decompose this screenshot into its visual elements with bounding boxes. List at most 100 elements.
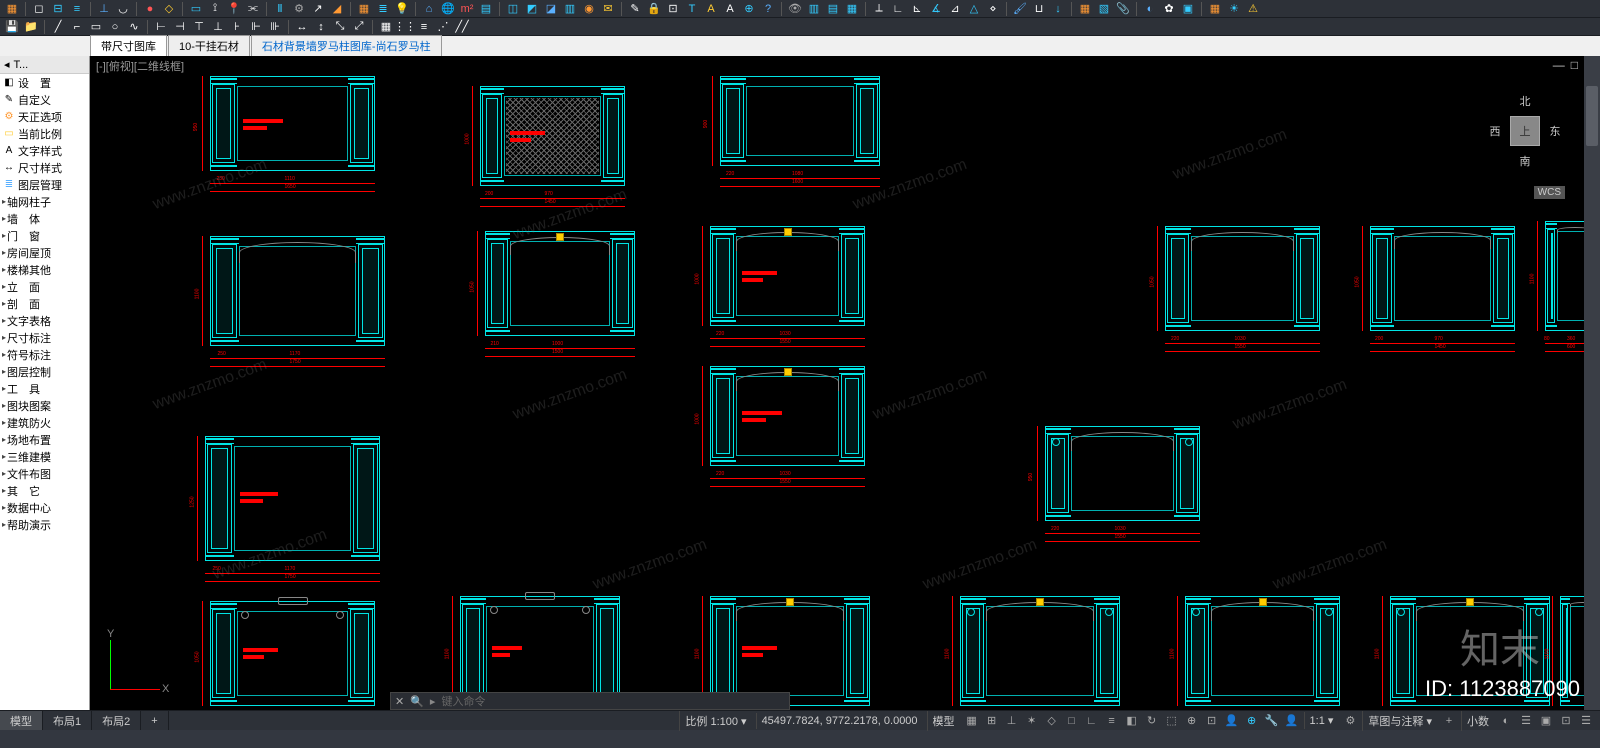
mail-icon[interactable]: ✉	[600, 1, 616, 17]
h4[interactable]: ⊥	[210, 19, 226, 35]
circ-icon[interactable]: ○	[107, 19, 123, 35]
t3-icon[interactable]: ▣	[1180, 1, 1196, 17]
l5-icon[interactable]: ⊿	[947, 1, 963, 17]
sidebar-item-21[interactable]: 场地布置	[0, 431, 89, 448]
sidebar-item-5[interactable]: ↔尺寸样式	[0, 159, 89, 176]
model-btn[interactable]: 模型	[927, 711, 960, 731]
dec-btn[interactable]: 小数	[1461, 711, 1494, 731]
sidebar-item-17[interactable]: 图层控制	[0, 363, 89, 380]
layout-tab-1[interactable]: 布局1	[43, 711, 92, 730]
sidebar-item-9[interactable]: 门 窗	[0, 227, 89, 244]
sidebar-item-13[interactable]: 剖 面	[0, 295, 89, 312]
drawing-canvas[interactable]: [-][俯视][二维线框] — □ ✕ 北 南 东 西 上 WCS Y X 23…	[90, 56, 1600, 710]
pin-icon[interactable]: 📍	[226, 1, 242, 17]
status-osnap-icon[interactable]: □	[1064, 713, 1080, 729]
status-otrack-icon[interactable]: ∟	[1084, 713, 1100, 729]
h1[interactable]: ⊢	[153, 19, 169, 35]
g1[interactable]: ▦	[378, 19, 394, 35]
coords[interactable]: 45497.7824, 9772.2178, 0.0000	[756, 713, 923, 729]
drawing-block-4[interactable]: 210100015001050	[485, 231, 635, 361]
sidebar-item-19[interactable]: 图块图案	[0, 397, 89, 414]
sidebar-item-22[interactable]: 三维建模	[0, 448, 89, 465]
sidebar-item-23[interactable]: 文件布图	[0, 465, 89, 482]
l6-icon[interactable]: △	[966, 1, 982, 17]
status-s3-icon[interactable]: ▣	[1538, 713, 1554, 729]
plan-icon[interactable]: ▤	[478, 1, 494, 17]
collapse-icon[interactable]: ◂	[4, 58, 10, 71]
pl-icon[interactable]: ⌐	[69, 19, 85, 35]
doc-tab-2[interactable]: 石材背景墙罗马柱图库-尚石罗马柱	[251, 35, 442, 56]
viewcube[interactable]: 北 南 东 西 上	[1480, 86, 1570, 176]
drawing-block-17[interactable]: 220108016001100	[1390, 596, 1550, 710]
b2-icon[interactable]: ▤	[825, 1, 841, 17]
osnap-icon[interactable]: ◇	[161, 1, 177, 17]
scroll-thumb[interactable]	[1586, 86, 1598, 146]
status-trans-icon[interactable]: ◧	[1124, 713, 1140, 729]
drawing-block-6[interactable]: 220103015501050	[1165, 226, 1320, 356]
sidebar-item-14[interactable]: 文字表格	[0, 312, 89, 329]
target-icon[interactable]: ⊕	[741, 1, 757, 17]
doc-tab-1[interactable]: 10-干挂石材	[168, 35, 250, 56]
new-icon[interactable]: ◻	[31, 1, 47, 17]
flag-icon[interactable]: ◪	[543, 1, 559, 17]
t2-icon[interactable]: ✿	[1161, 1, 1177, 17]
drawing-block-1[interactable]: 20097014501000	[480, 86, 625, 211]
ratio-btn[interactable]: 1:1 ▾	[1304, 712, 1339, 729]
h6[interactable]: ⊩	[248, 19, 264, 35]
l4-icon[interactable]: ∡	[928, 1, 944, 17]
status-cyc-icon[interactable]: ↻	[1144, 713, 1160, 729]
drawing-block-2[interactable]: 22010801600900	[720, 76, 880, 191]
sidebar-item-24[interactable]: 其 它	[0, 482, 89, 499]
status-dyn-icon[interactable]: ⊕	[1184, 713, 1200, 729]
bulb-icon[interactable]: 💡	[394, 1, 410, 17]
globe-icon[interactable]: 🌐	[440, 1, 456, 17]
ruler-icon[interactable]: ⟟	[207, 1, 223, 17]
l1-icon[interactable]: ⟂	[871, 1, 887, 17]
sidebar-item-6[interactable]: ≣图层管理	[0, 176, 89, 193]
drawing-block-11[interactable]: 250117017501250	[205, 436, 380, 586]
layout-tab-0[interactable]: 模型	[0, 711, 43, 730]
status-3d-icon[interactable]: ⬚	[1164, 713, 1180, 729]
dim-icon[interactable]: ⊟	[50, 1, 66, 17]
q-icon[interactable]: ?	[760, 1, 776, 17]
chain-icon[interactable]: ⫘	[245, 1, 261, 17]
anno-btn[interactable]: 草图与注释 ▾	[1362, 711, 1437, 731]
d-icon[interactable]: ↓	[1050, 1, 1066, 17]
sidebar-item-10[interactable]: 房间屋顶	[0, 244, 89, 261]
sp-icon[interactable]: ∿	[126, 19, 142, 35]
status-s4-icon[interactable]: ⊡	[1558, 713, 1574, 729]
align-icon[interactable]: ≡	[69, 1, 85, 17]
maximize-icon[interactable]: □	[1571, 58, 1578, 72]
c3-icon[interactable]: ▥	[562, 1, 578, 17]
sidebar-item-7[interactable]: 轴网柱子	[0, 193, 89, 210]
scale-btn[interactable]: 比例 1:100 ▾	[679, 711, 751, 731]
lock-icon[interactable]: 🔒	[646, 1, 662, 17]
viewcube-north[interactable]: 北	[1510, 86, 1540, 116]
status-grid-icon[interactable]: ▦	[964, 713, 980, 729]
status-p2-icon[interactable]: ⊕	[1244, 713, 1260, 729]
scrollbar-vertical[interactable]	[1584, 56, 1600, 710]
close-cmd-icon[interactable]: ✕	[395, 695, 404, 708]
wcs-label[interactable]: WCS	[1534, 186, 1565, 199]
command-line[interactable]: ✕ 🔍 ▸ 键入命令	[390, 692, 790, 710]
status-s5-icon[interactable]: ☰	[1578, 713, 1594, 729]
minimize-icon[interactable]: —	[1553, 58, 1565, 72]
pen-icon[interactable]: ✎	[627, 1, 643, 17]
viewcube-east[interactable]: 东	[1540, 116, 1570, 146]
b3-icon[interactable]: ▦	[844, 1, 860, 17]
status-ortho-icon[interactable]: ⊥	[1004, 713, 1020, 729]
l2-icon[interactable]: ∟	[890, 1, 906, 17]
viewcube-top[interactable]: 上	[1510, 116, 1540, 146]
g4[interactable]: ⋰	[435, 19, 451, 35]
clip-icon[interactable]: 📎	[1115, 1, 1131, 17]
hh-icon[interactable]: Ⅱ	[272, 1, 288, 17]
viewcube-west[interactable]: 西	[1480, 116, 1510, 146]
sidebar-item-12[interactable]: 立 面	[0, 278, 89, 295]
drawing-block-9[interactable]: 220103015501000	[710, 366, 865, 491]
viewport-label[interactable]: [-][俯视][二维线框]	[96, 58, 184, 74]
sidebar-item-4[interactable]: A文字样式	[0, 142, 89, 159]
grid2-icon[interactable]: ▦	[356, 1, 372, 17]
sidebar-item-15[interactable]: 尺寸标注	[0, 329, 89, 346]
drawing-block-3[interactable]: 250117017501100	[210, 236, 385, 371]
sidebar-item-26[interactable]: 帮助演示	[0, 516, 89, 533]
